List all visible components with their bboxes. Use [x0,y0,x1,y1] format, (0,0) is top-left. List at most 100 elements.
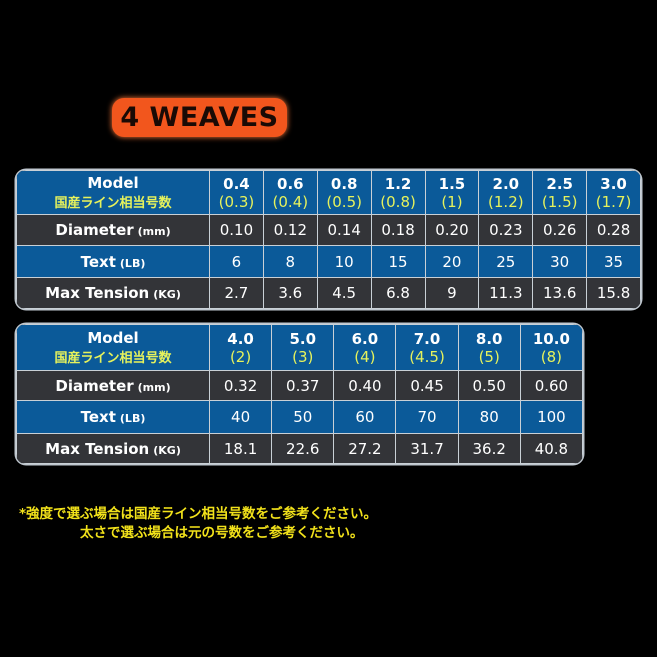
text-cell: 100 [519,400,583,434]
jp-equiv-value: (4.5) [409,347,445,366]
text-cell: 25 [478,245,534,278]
max-tension-cell: 6.8 [370,277,426,309]
row-label-model: Model 国産ライン相当号数 [16,170,210,215]
row-label-unit: (KG) [153,443,181,457]
text-cell: 70 [395,400,459,434]
model-value: 2.5 [546,174,573,193]
max-tension-cell: 22.6 [271,433,335,464]
model-cell: 2.0 (1.2) [478,170,534,215]
row-max-tension: Max Tension (KG) 18.1 22.6 27.2 31.7 36.2 40.8 [16,433,583,464]
text-cell: 8 [262,245,318,278]
text-cell: 40 [208,400,273,434]
model-value: 0.4 [223,174,250,193]
row-label-unit: (LB) [119,256,146,270]
model-cell: 6.0 (4) [333,324,397,371]
row-text: Text (LB) 6 8 10 15 20 25 30 35 [16,245,641,278]
row-max-tension: Max Tension (KG) 2.7 3.6 4.5 6.8 9 11.3 13.6 15.8 [16,277,641,309]
diameter-cell: 0.20 [424,214,480,246]
text-cell: 60 [333,400,397,434]
max-tension-cell: 18.1 [208,433,273,464]
model-value: 2.0 [492,174,520,193]
diameter-cell: 0.14 [316,214,372,246]
jp-equiv-value: (1.7) [595,192,632,211]
row-label-max-tension: Max Tension (KG) [16,277,210,309]
row-label-text: Text [80,408,116,426]
max-tension-cell: 9 [424,277,480,309]
model-cell: 0.6 (0.4) [262,170,318,215]
diameter-cell: 0.37 [271,370,335,401]
model-value: 1.5 [438,174,466,193]
model-value: 6.0 [351,329,379,348]
max-tension-cell: 40.8 [519,433,583,464]
model-value: 5.0 [289,329,317,348]
max-tension-cell: 3.6 [262,277,318,309]
text-cell: 15 [370,245,426,278]
model-cell: 5.0 (3) [271,324,335,371]
diameter-cell: 0.28 [586,214,641,246]
row-label-unit: (mm) [137,225,171,238]
diameter-cell: 0.26 [532,214,588,246]
text-cell: 50 [271,400,335,434]
row-text: Text (LB) 40 50 60 70 80 100 [16,400,583,434]
spec-table-2: Model 国産ライン相当号数 4.0 (2) 5.0 (3) 6.0 (4) 7.0 (4.5)… [16,324,583,464]
model-value: 4.0 [227,329,254,348]
note-line-1: *強度で選ぶ場合は国産ライン相当号数をご参考ください。 [19,506,378,522]
row-label-unit: (KG) [153,288,181,301]
model-value: 7.0 [413,329,441,348]
jp-equiv-value: (2) [229,347,252,366]
jp-equiv-value: (5) [478,347,500,366]
row-label-text: Text (LB) [16,400,210,434]
text-cell: 10 [316,245,372,278]
row-label-text: Max Tension [45,284,150,302]
row-label-diameter: Diameter (mm) [16,214,210,246]
text-cell: 35 [586,245,641,278]
jp-equiv-value: (0.4) [272,192,309,211]
row-model: Model 国産ライン相当号数 0.4 (0.3) 0.6 (0.4) 0.8 (0.5) 1.… [16,170,641,215]
diameter-cell: 0.32 [208,370,273,401]
max-tension-cell: 2.7 [209,277,264,309]
note-line-2: 太さで選ぶ場合は元の号数をご参考ください。 [80,525,364,541]
row-label-text: Diameter [55,221,134,239]
diameter-cell: 0.45 [395,370,459,401]
model-cell: 2.5 (1.5) [532,170,588,215]
model-jp-label: 国産ライン相当号数 [54,351,172,366]
model-value: 1.2 [384,174,412,193]
model-value: 0.6 [277,174,304,193]
model-value: 8.0 [475,329,503,348]
jp-equiv-value: (3) [292,347,314,366]
four-weaves-badge: 4 WEAVES [112,98,287,137]
jp-equiv-value: (0.8) [380,192,416,211]
model-cell: 1.2 (0.8) [370,170,426,215]
jp-equiv-value: (8) [540,347,563,366]
diameter-cell: 0.12 [262,214,318,246]
model-cell: 3.0 (1.7) [586,170,641,215]
text-cell: 30 [532,245,588,278]
model-value: 3.0 [600,174,627,193]
max-tension-cell: 15.8 [586,277,641,309]
row-label-max-tension: Max Tension (KG) [16,433,210,464]
model-jp-label: 国産ライン相当号数 [54,196,172,211]
jp-equiv-value: (1.2) [488,192,524,211]
row-diameter: Diameter (mm) 0.10 0.12 0.14 0.18 0.20 0.23 0.26… [16,214,641,246]
jp-equiv-value: (0.3) [218,192,255,211]
row-model: Model 国産ライン相当号数 4.0 (2) 5.0 (3) 6.0 (4) 7.0 (4.5)… [16,324,583,371]
max-tension-cell: 4.5 [316,277,372,309]
model-cell: 10.0 (8) [519,324,583,371]
diameter-cell: 0.23 [478,214,534,246]
text-cell: 80 [457,400,521,434]
diameter-cell: 0.40 [333,370,397,401]
jp-equiv-value: (4) [354,347,376,366]
row-label-unit: (LB) [119,412,146,425]
spec-table-1: Model 国産ライン相当号数 0.4 (0.3) 0.6 (0.4) 0.8 (0.5) 1.… [16,170,641,309]
row-label-text: Max Tension [45,439,150,458]
model-label: Model [87,174,139,192]
model-label: Model [87,329,139,347]
text-cell: 20 [424,245,480,278]
max-tension-cell: 13.6 [532,277,588,309]
diameter-cell: 0.10 [209,214,264,246]
max-tension-cell: 27.2 [333,433,397,464]
row-label-text: Text (LB) [16,245,210,278]
max-tension-cell: 31.7 [395,433,459,464]
model-cell: 1.5 (1) [424,170,480,215]
model-value: 0.8 [330,174,358,193]
